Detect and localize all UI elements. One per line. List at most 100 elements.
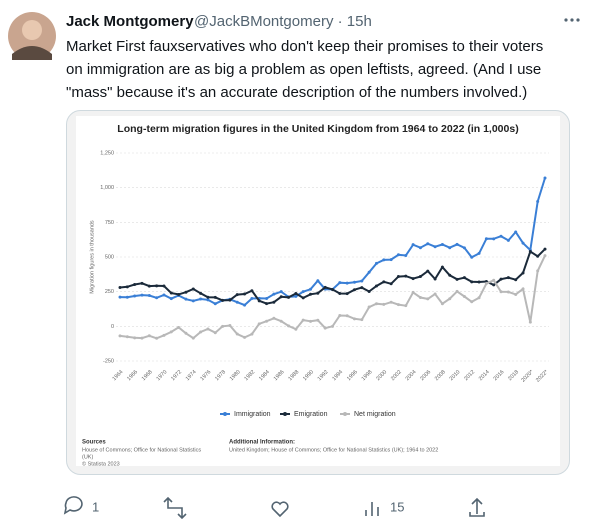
- tweet-text: on immigration are as big a problem as o…: [66, 61, 541, 78]
- point: [477, 251, 481, 255]
- author-name[interactable]: Jack Montgomery: [66, 13, 194, 30]
- point: [125, 335, 129, 339]
- point: [294, 291, 298, 295]
- point: [506, 276, 510, 280]
- point: [389, 282, 393, 286]
- share-icon[interactable]: [469, 497, 485, 517]
- point: [133, 336, 137, 340]
- point: [235, 293, 239, 297]
- point: [462, 295, 466, 299]
- point: [448, 297, 452, 301]
- point: [360, 318, 364, 322]
- author-handle[interactable]: @JackBMontgomery · 15h: [194, 13, 372, 30]
- point: [528, 249, 532, 253]
- point: [345, 292, 349, 296]
- point: [448, 273, 452, 277]
- point: [309, 287, 313, 291]
- y-axis-label: Migration figures in thousands: [89, 220, 95, 294]
- point: [162, 293, 166, 297]
- point: [294, 327, 298, 331]
- point: [287, 324, 291, 328]
- point: [404, 274, 408, 278]
- info-title: Additional Information:: [229, 440, 295, 446]
- point: [177, 325, 181, 329]
- point: [411, 277, 415, 281]
- point: [367, 305, 371, 309]
- actions: [63, 496, 485, 520]
- point: [169, 297, 173, 301]
- point: [455, 289, 459, 293]
- point: [155, 284, 159, 288]
- point: [272, 300, 276, 304]
- point: [338, 314, 342, 318]
- point: [396, 303, 400, 307]
- point: [191, 287, 195, 291]
- point: [316, 291, 320, 295]
- point: [301, 318, 305, 322]
- retweet-icon[interactable]: [163, 496, 187, 520]
- point: [455, 242, 459, 246]
- point: [455, 277, 459, 281]
- point: [199, 330, 203, 334]
- views-icon[interactable]: [365, 502, 379, 516]
- point: [382, 302, 386, 306]
- point: [506, 290, 510, 294]
- y-tick-label: 750: [105, 220, 114, 226]
- point: [162, 284, 166, 288]
- point: [514, 292, 518, 296]
- info: United Kingdom; House of Commons; Office…: [229, 447, 438, 453]
- avatar-body: [12, 46, 52, 60]
- point: [243, 292, 247, 296]
- point: [279, 295, 283, 299]
- point: [506, 238, 510, 242]
- reply-icon[interactable]: [63, 496, 83, 515]
- point: [279, 290, 283, 294]
- point: [470, 255, 474, 259]
- like-icon[interactable]: [271, 501, 289, 518]
- point: [265, 296, 269, 300]
- point: [199, 291, 203, 295]
- point: [440, 265, 444, 269]
- point: [250, 332, 254, 336]
- point: [118, 286, 122, 290]
- tweet-text: "mass" because it's an accurate descript…: [66, 84, 527, 101]
- point: [294, 294, 298, 298]
- point: [536, 254, 540, 258]
- point: [206, 327, 210, 331]
- point: [316, 279, 320, 283]
- point: [199, 297, 203, 301]
- point: [140, 293, 144, 297]
- point: [396, 253, 400, 257]
- point: [448, 246, 452, 250]
- point: [323, 326, 327, 330]
- point: [169, 330, 173, 334]
- legend-dot: [223, 412, 227, 416]
- point: [418, 275, 422, 279]
- legend-dot: [283, 412, 287, 416]
- point: [492, 278, 496, 282]
- point: [499, 234, 503, 238]
- point: [433, 245, 437, 249]
- point: [243, 303, 247, 307]
- point: [250, 296, 254, 300]
- chart-title: Long-term migration figures in the Unite…: [117, 123, 518, 135]
- point: [147, 284, 151, 288]
- point: [338, 281, 342, 285]
- point: [499, 290, 503, 294]
- point: [140, 336, 144, 340]
- sources: (UK): [82, 454, 93, 460]
- point: [213, 331, 217, 335]
- sources-title: Sources: [82, 440, 106, 446]
- more-dot[interactable]: [564, 18, 568, 22]
- point: [514, 230, 518, 234]
- point: [184, 290, 188, 294]
- point: [543, 247, 547, 251]
- point: [440, 302, 444, 306]
- point: [345, 314, 349, 318]
- point: [125, 285, 129, 289]
- point: [133, 282, 137, 286]
- y-tick-label: -250: [103, 358, 114, 364]
- point: [257, 299, 261, 303]
- legend-label: Net migration: [354, 411, 396, 418]
